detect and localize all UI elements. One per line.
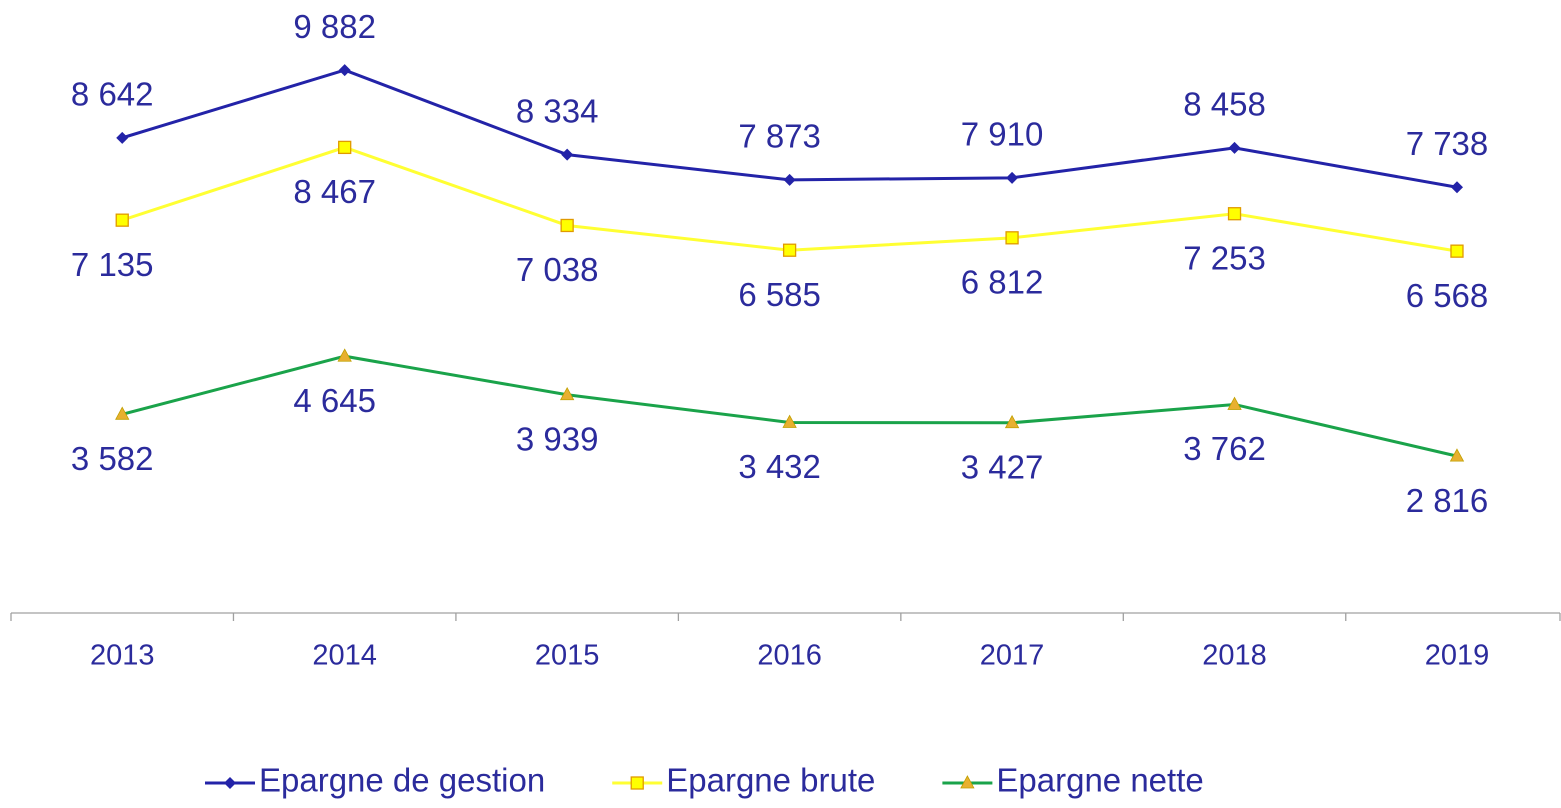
data-label: 3 427 [961,448,1044,485]
data-label: 3 432 [738,448,821,485]
legend-label: Epargne de gestion [259,762,545,799]
marker [783,173,796,186]
marker [559,386,575,401]
legend-label: Epargne brute [666,762,875,799]
marker [1227,396,1242,410]
marker [1005,231,1019,245]
legend-marker [224,777,236,789]
marker [115,406,130,420]
data-label: 7 873 [738,118,821,155]
data-label: 7 910 [961,116,1044,153]
data-label: 9 882 [293,8,376,45]
legend-marker [630,776,644,790]
legend-item: Epargne nette [942,762,1204,799]
marker [116,131,129,144]
marker [115,213,129,227]
data-label: 6 812 [961,264,1044,301]
data-label: 8 642 [71,76,154,113]
data-label: 8 334 [516,92,599,129]
x-tick-label: 2018 [1202,640,1267,672]
x-tick-label: 2019 [1425,640,1490,672]
data-label: 7 038 [516,251,599,288]
marker [1450,244,1464,258]
marker [338,64,351,77]
x-tick-label: 2016 [757,640,822,672]
x-tick-label: 2014 [312,640,377,672]
marker [338,140,352,155]
x-tick-label: 2017 [980,640,1045,672]
data-label: 4 645 [293,382,376,419]
marker [337,348,352,362]
data-label: 8 458 [1183,86,1266,123]
legend-marker [960,775,975,789]
marker [1004,414,1020,429]
marker [1006,171,1019,184]
marker [782,243,797,257]
data-label: 7 135 [71,246,154,283]
x-tick-label: 2013 [90,640,155,672]
marker [782,414,797,428]
data-label: 6 585 [738,276,821,313]
data-label: 7 253 [1183,239,1266,276]
data-label: 3 762 [1183,430,1266,467]
data-label: 8 467 [293,173,376,210]
marker [1227,207,1242,221]
legend-label: Epargne nette [996,762,1203,799]
data-label: 7 738 [1406,125,1489,162]
legend-item: Epargne brute [612,762,875,799]
legend-item: Epargne de gestion [205,762,545,799]
marker [1228,141,1241,154]
marker [1449,448,1465,462]
data-label: 3 939 [516,421,599,458]
marker [1450,181,1463,194]
x-tick-label: 2015 [535,640,600,672]
marker [560,218,574,233]
data-label: 2 816 [1406,482,1489,519]
data-label: 3 582 [71,440,154,477]
marker [561,148,574,161]
data-label: 6 568 [1406,277,1489,314]
